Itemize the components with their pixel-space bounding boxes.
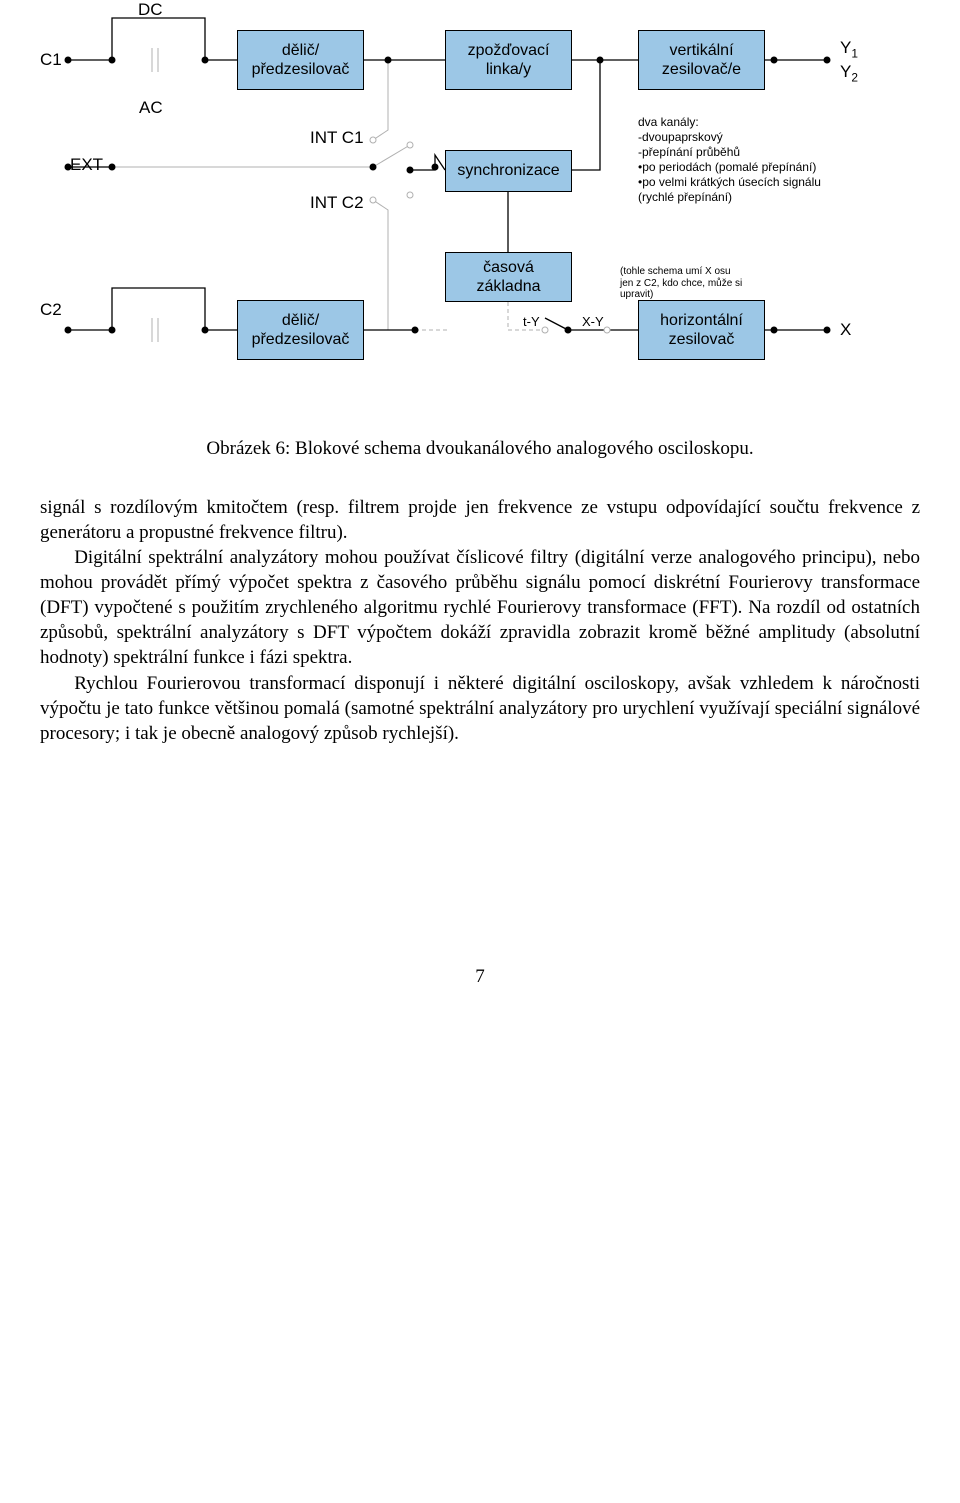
block-timebase: časovázákladna xyxy=(445,252,572,302)
block-divider1: dělič/předzesilovač xyxy=(237,30,364,90)
label-DC: DC xyxy=(138,0,163,20)
paragraph-2: Digitální spektrální analyzátory mohou p… xyxy=(40,545,920,670)
paragraph-3: Rychlou Fourierovou transformací disponu… xyxy=(40,671,920,746)
label-INTC1: INT C1 xyxy=(310,128,364,148)
label-Y2: Y2 xyxy=(840,62,858,82)
body-text: signál s rozdílovým kmitočtem (resp. fil… xyxy=(40,495,920,746)
annotation-note: (tohle schema umí X osujen z C2, kdo chc… xyxy=(620,266,742,301)
block-hamp: horizontálnízesilovač xyxy=(638,300,765,360)
block-diagram: dělič/předzesilovač zpožďovacílinka/y vert… xyxy=(40,0,920,420)
block-delay: zpožďovacílinka/y xyxy=(445,30,572,90)
label-C1: C1 xyxy=(40,50,62,70)
label-INTC2: INT C2 xyxy=(310,193,364,213)
label-AC: AC xyxy=(139,98,163,118)
label-C2: C2 xyxy=(40,300,62,320)
paragraph-1: signál s rozdílovým kmitočtem (resp. fil… xyxy=(40,495,920,545)
block-sync: synchronizace xyxy=(445,150,572,192)
label-tY: t-Y xyxy=(523,314,540,329)
page-number: 7 xyxy=(0,966,960,988)
label-X: X xyxy=(840,320,851,340)
label-EXT: EXT xyxy=(70,155,103,175)
block-divider2: dělič/předzesilovač xyxy=(237,300,364,360)
figure-caption: Obrázek 6: Blokové schema dvoukanálového… xyxy=(100,438,860,460)
label-XY: X-Y xyxy=(582,314,604,329)
label-Y1: Y1 xyxy=(840,38,858,58)
block-vamp: vertikálnízesilovač/e xyxy=(638,30,765,90)
annotation-channels: dva kanály:-dvoupaprskový-přepínání průb… xyxy=(638,115,821,205)
